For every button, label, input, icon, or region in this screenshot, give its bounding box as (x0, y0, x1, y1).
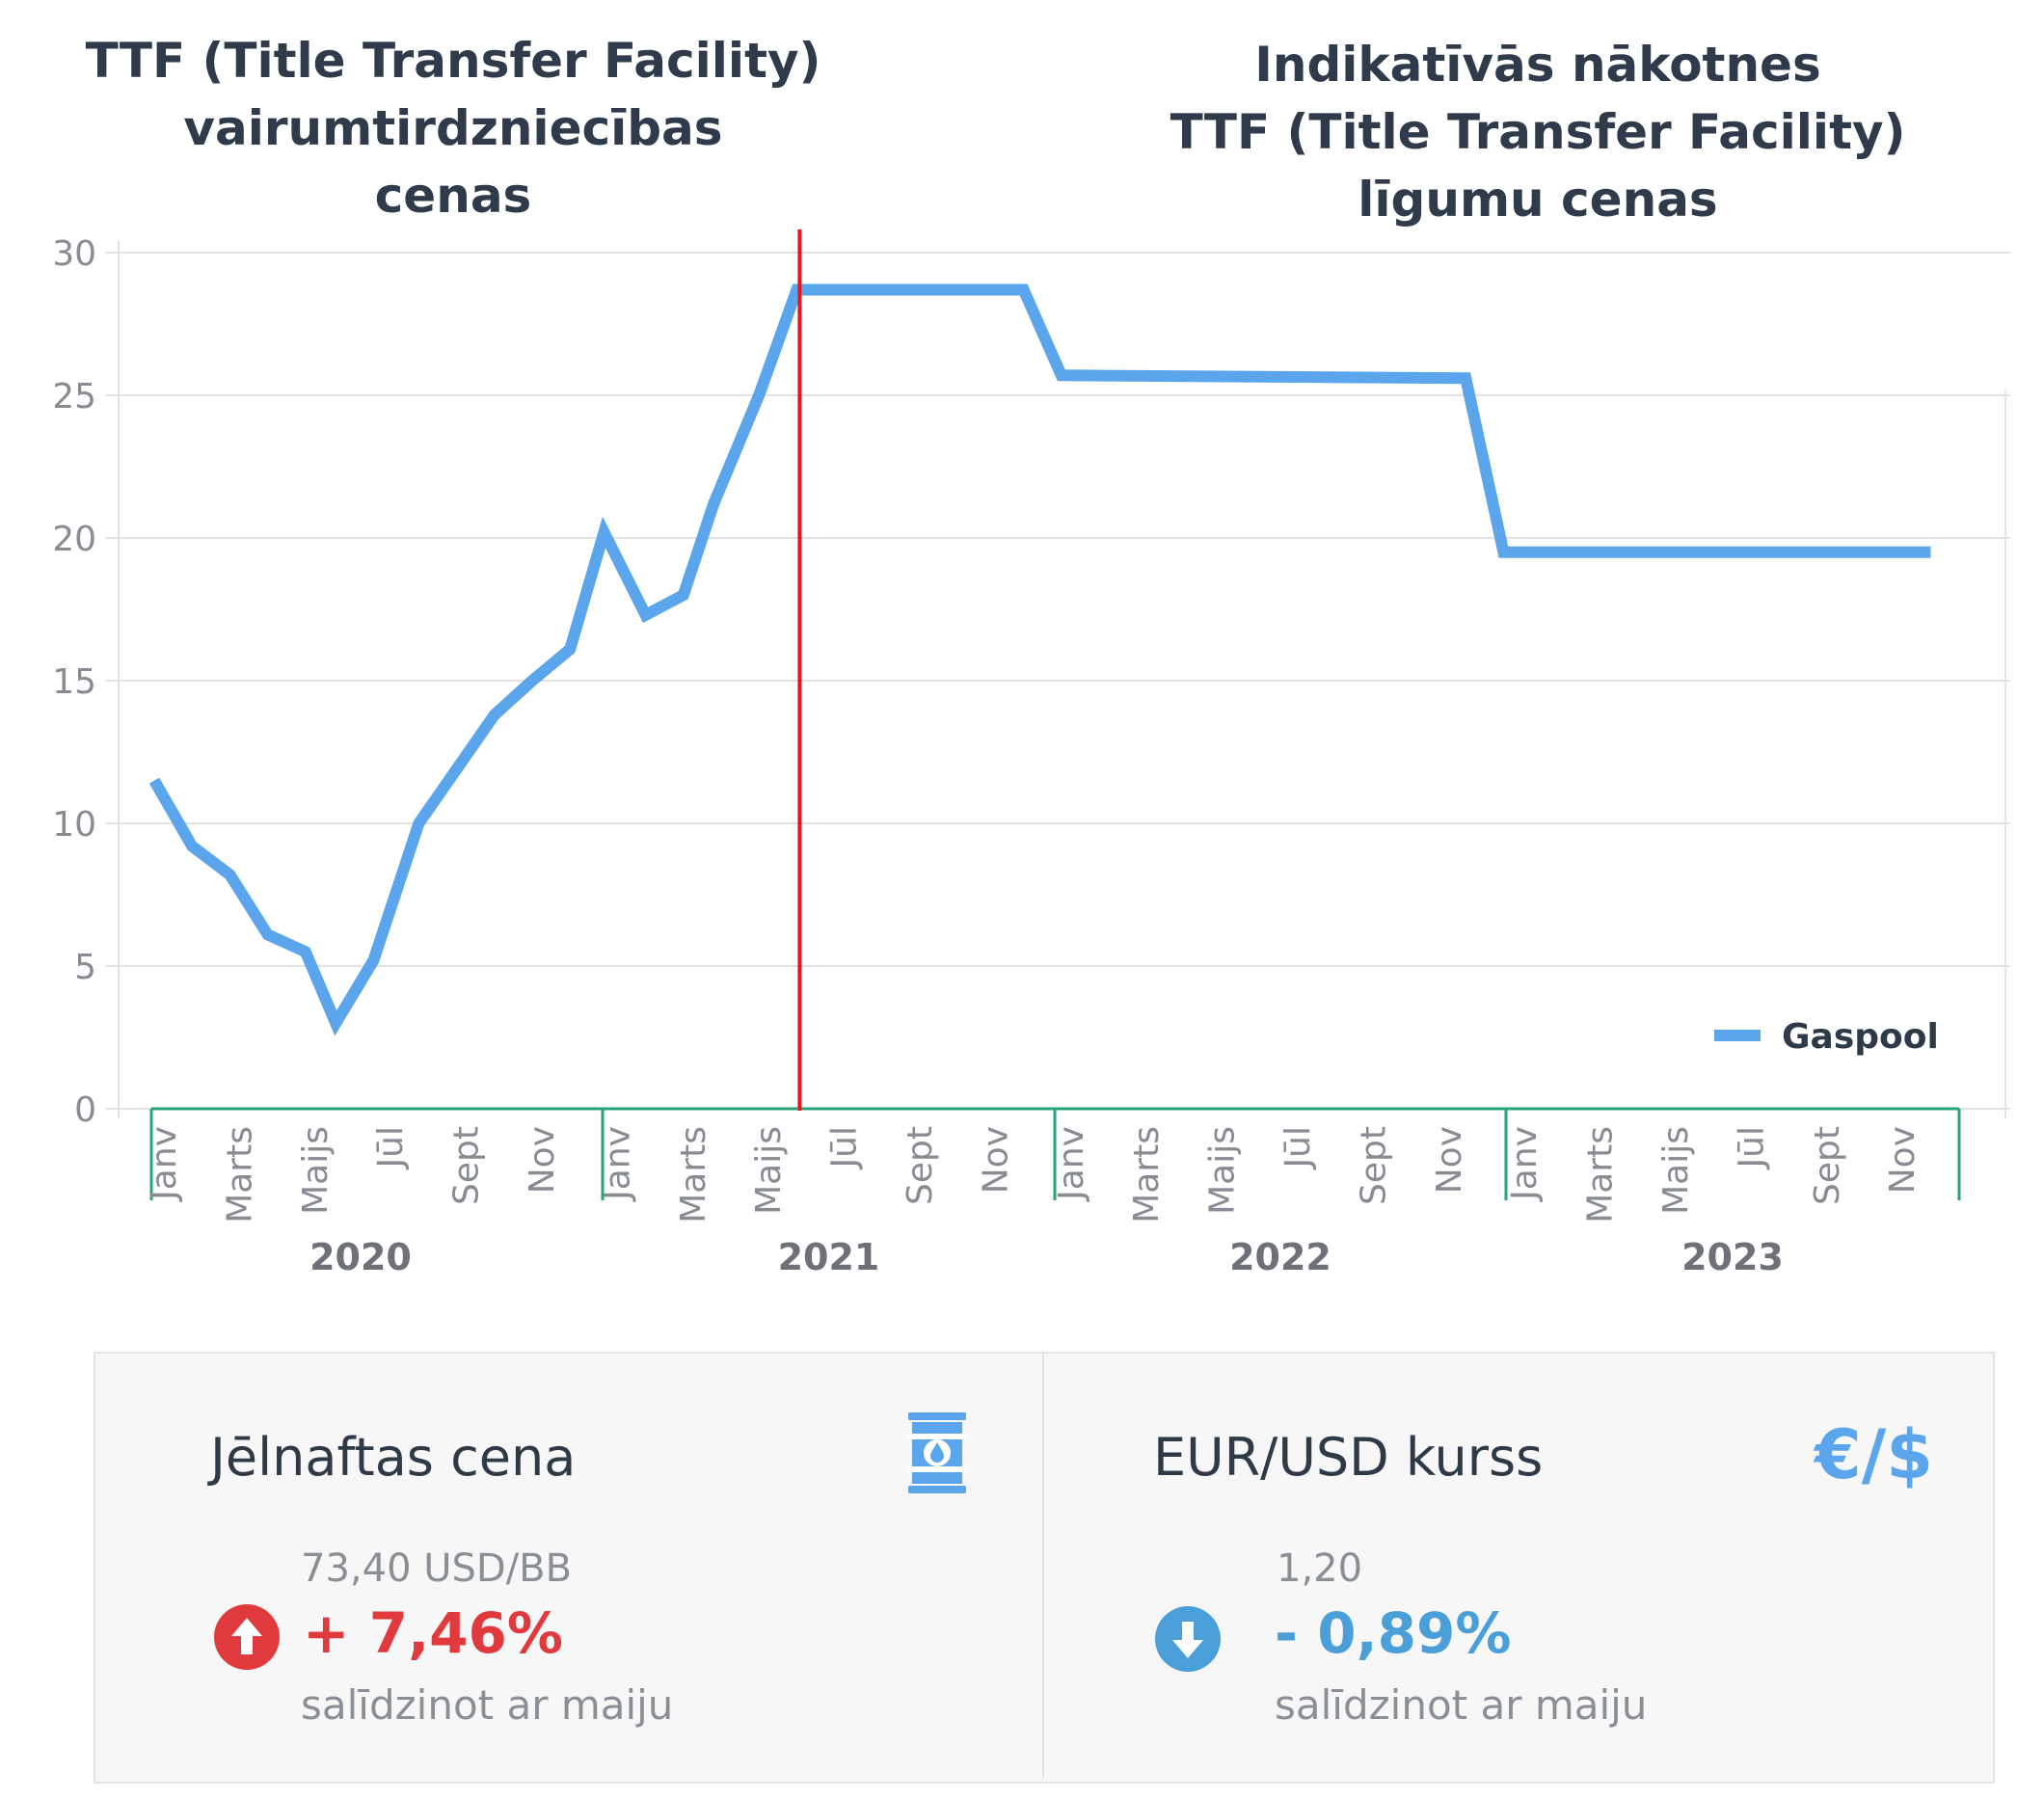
oil-price-change: + 7,46% (303, 1600, 564, 1666)
left-chart-title: TTF (Title Transfer Facility) vairumtird… (85, 33, 821, 224)
right-chart-title: Indikatīvās nākotnes TTF (Title Transfer… (1170, 37, 1906, 228)
fx-rate-value: 1,20 (1277, 1546, 1363, 1591)
series-line-gaspool (148, 283, 1931, 1036)
fx-comparison-note: salīdzinot ar maiju (1275, 1681, 1648, 1729)
arrow-down-icon (1155, 1606, 1221, 1672)
month-tick-label: Maijs (1656, 1126, 1696, 1215)
month-tick-label: Sept (447, 1126, 487, 1205)
month-tick-label: Marts (1127, 1126, 1167, 1223)
month-tick-label: Jūl (1732, 1126, 1771, 1169)
month-tick-label: Marts (220, 1126, 259, 1223)
year-label: 2020 (309, 1236, 412, 1278)
month-tick-label: Nov (523, 1126, 562, 1194)
legend-label: Gaspool (1782, 1017, 1939, 1057)
month-tick-label: Janv (1505, 1126, 1545, 1202)
month-tick-label: Marts (674, 1126, 713, 1223)
month-tick-label: Sept (901, 1126, 940, 1205)
month-tick-label: Jūl (371, 1126, 411, 1169)
month-tick-label: Maijs (749, 1126, 789, 1215)
year-label: 2023 (1681, 1236, 1784, 1278)
y-tick-label: 25 (52, 377, 96, 416)
month-tick-label: Jūl (1278, 1126, 1318, 1169)
y-tick-label: 30 (52, 234, 96, 274)
indicator-panel (94, 1352, 1995, 1784)
oil-comparison-note: salīdzinot ar maiju (301, 1681, 674, 1729)
month-tick-label: Maijs (1203, 1126, 1243, 1215)
panel-divider (1042, 1354, 1044, 1778)
month-tick-label: Marts (1581, 1126, 1621, 1223)
arrow-up-icon (214, 1604, 280, 1670)
oil-price-value: 73,40 USD/BB (301, 1546, 573, 1591)
y-tick-label: 0 (74, 1090, 96, 1130)
y-tick-label: 5 (74, 948, 96, 987)
month-tick-label: Sept (1354, 1126, 1393, 1205)
month-tick-label: Janv (598, 1126, 637, 1202)
year-label: 2022 (1229, 1236, 1331, 1278)
y-tick-label: 20 (52, 520, 96, 559)
euro-dollar-icon: €/$ (1815, 1415, 1933, 1494)
month-tick-label: Nov (1883, 1126, 1923, 1194)
fx-rate-change: - 0,89% (1275, 1600, 1512, 1666)
price-chart: 0 5 10 15 20 25 30 Janv Marts Maijs Jūl Sept Nov 2020… (52, 229, 2010, 1278)
month-tick-label: Jūl (825, 1126, 865, 1169)
y-tick-label: 15 (52, 662, 96, 702)
fx-card-title: EUR/USD kurss (1153, 1427, 1544, 1488)
year-label: 2021 (778, 1236, 880, 1278)
month-tick-label: Nov (1430, 1126, 1469, 1194)
oil-card-title: Jēlnaftas cena (210, 1427, 577, 1488)
oil-barrel-icon (906, 1412, 968, 1493)
y-tick-label: 10 (52, 805, 96, 845)
month-tick-label: Sept (1808, 1126, 1847, 1205)
month-tick-label: Nov (976, 1126, 1015, 1194)
month-tick-label: Janv (145, 1126, 184, 1202)
month-tick-label: Janv (1052, 1126, 1091, 1202)
month-tick-label: Maijs (296, 1126, 336, 1215)
